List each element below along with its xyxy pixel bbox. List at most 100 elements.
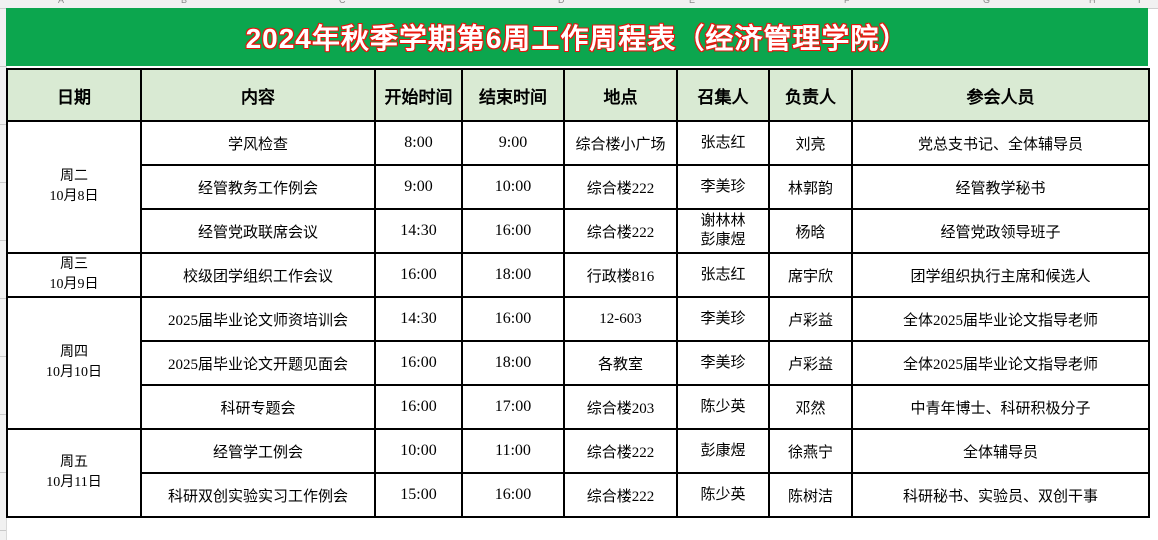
- convener-cell[interactable]: 张志红: [676, 120, 770, 166]
- table-row: 经管教务工作例会 9:00 10:00 综合楼222 李美珍 林郭韵 经管教学秘…: [7, 164, 1150, 210]
- participants-cell[interactable]: 全体辅导员: [851, 428, 1150, 474]
- table-row: 科研双创实验实习工作例会 15:00 16:00 综合楼222 陈少英 陈树洁 …: [7, 472, 1150, 518]
- convener-name: 李美珍: [700, 178, 746, 195]
- table-row: 周三 10月9日 校级团学组织工作会议 16:00 18:00 行政楼816 张…: [6, 252, 1150, 298]
- location-cell[interactable]: 综合楼222: [563, 472, 678, 518]
- header-date[interactable]: 日期: [6, 68, 142, 122]
- page-title: 2024年秋季学期第6周工作周程表（经济管理学院）: [245, 23, 909, 54]
- location-cell[interactable]: 各教室: [563, 340, 678, 386]
- convener-cell[interactable]: 彭康煜: [676, 428, 770, 474]
- column-letter-stub: D: [558, 0, 565, 5]
- lead-cell[interactable]: 卢彩益: [768, 296, 853, 342]
- start-time-cell[interactable]: 14:30: [374, 296, 463, 342]
- location-cell[interactable]: 行政楼816: [563, 252, 678, 298]
- convener-cell[interactable]: 李美珍: [676, 296, 770, 342]
- column-letter-stub: A: [58, 0, 65, 5]
- lead-cell[interactable]: 刘亮: [768, 120, 853, 166]
- end-time-cell[interactable]: 18:00: [461, 252, 565, 298]
- end-time-cell[interactable]: 10:00: [461, 164, 565, 210]
- participants-cell[interactable]: 经管教学秘书: [851, 164, 1150, 210]
- participants-cell[interactable]: 全体2025届毕业论文指导老师: [851, 340, 1150, 386]
- location-cell[interactable]: 综合楼203: [563, 384, 678, 430]
- convener-cell[interactable]: 李美珍: [676, 164, 770, 210]
- table-row: 周四 10月10日 2025届毕业论文师资培训会 14:30 16:00 12-…: [6, 296, 1150, 430]
- date-label: 10月10日: [46, 365, 102, 380]
- content-cell[interactable]: 经管党政联席会议: [140, 208, 376, 254]
- convener-cell[interactable]: 张志红: [676, 252, 770, 298]
- convener-cell[interactable]: 李美珍: [676, 340, 770, 386]
- location-cell[interactable]: 综合楼222: [563, 164, 678, 210]
- lead-cell[interactable]: 陈树洁: [768, 472, 853, 518]
- weekday-label: 周二: [60, 168, 88, 184]
- participants-cell[interactable]: 科研秘书、实验员、双创干事: [851, 472, 1150, 518]
- date-cell-wednesday[interactable]: 周三 10月9日: [6, 252, 142, 298]
- location-cell[interactable]: 12-603: [563, 296, 678, 342]
- location-cell[interactable]: 综合楼222: [563, 208, 678, 254]
- end-time-cell[interactable]: 18:00: [461, 340, 565, 386]
- participants-cell[interactable]: 全体2025届毕业论文指导老师: [851, 296, 1150, 342]
- header-start-time[interactable]: 开始时间: [374, 68, 463, 122]
- convener-cell[interactable]: 谢林林 彭康煜: [676, 208, 770, 254]
- lead-cell[interactable]: 卢彩益: [768, 340, 853, 386]
- participants-cell[interactable]: 团学组织执行主席和候选人: [851, 252, 1150, 298]
- convener-name: 张志红: [700, 134, 746, 151]
- start-time-cell[interactable]: 15:00: [374, 472, 463, 518]
- column-letter-stub: B: [181, 0, 188, 5]
- convener-cell[interactable]: 陈少英: [676, 472, 770, 518]
- table-row: 经管党政联席会议 14:30 16:00 综合楼222 谢林林 彭康煜 杨晗 经…: [7, 208, 1150, 254]
- table-row: 2025届毕业论文开题见面会 16:00 18:00 各教室 李美珍 卢彩益 全…: [7, 340, 1150, 386]
- end-time-cell[interactable]: 11:00: [461, 428, 565, 474]
- convener-name: 张志红: [700, 266, 746, 283]
- date-cell-friday[interactable]: 周五 10月11日: [6, 428, 142, 518]
- lead-cell[interactable]: 席宇欣: [768, 252, 853, 298]
- start-time-cell[interactable]: 10:00: [374, 428, 463, 474]
- end-time-cell[interactable]: 9:00: [461, 120, 565, 166]
- date-label: 10月8日: [49, 189, 99, 204]
- date-cell-thursday[interactable]: 周四 10月10日: [6, 296, 142, 430]
- location-cell[interactable]: 综合楼222: [563, 428, 678, 474]
- content-cell[interactable]: 经管学工例会: [140, 428, 376, 474]
- end-time-cell[interactable]: 17:00: [461, 384, 565, 430]
- start-time-cell[interactable]: 16:00: [374, 340, 463, 386]
- content-cell[interactable]: 科研双创实验实习工作例会: [140, 472, 376, 518]
- title-banner[interactable]: 2024年秋季学期第6周工作周程表（经济管理学院）: [6, 8, 1148, 66]
- content-cell[interactable]: 学风检查: [140, 120, 376, 166]
- table-row: 科研专题会 16:00 17:00 综合楼203 陈少英 邓然 中青年博士、科研…: [7, 384, 1150, 430]
- convener-cell[interactable]: 陈少英: [676, 384, 770, 430]
- start-time-cell[interactable]: 14:30: [374, 208, 463, 254]
- date-cell-tuesday[interactable]: 周二 10月8日: [6, 120, 142, 254]
- participants-cell[interactable]: 中青年博士、科研积极分子: [851, 384, 1150, 430]
- location-cell[interactable]: 综合楼小广场: [563, 120, 678, 166]
- lead-cell[interactable]: 徐燕宁: [768, 428, 853, 474]
- start-time-cell[interactable]: 16:00: [374, 384, 463, 430]
- header-end-time[interactable]: 结束时间: [461, 68, 565, 122]
- date-label: 10月11日: [46, 475, 102, 490]
- lead-cell[interactable]: 林郭韵: [768, 164, 853, 210]
- content-cell[interactable]: 校级团学组织工作会议: [140, 252, 376, 298]
- column-letter-stub: F: [844, 0, 850, 5]
- end-time-cell[interactable]: 16:00: [461, 208, 565, 254]
- header-convener[interactable]: 召集人: [676, 68, 770, 122]
- header-location[interactable]: 地点: [563, 68, 678, 122]
- schedule-table: 日期 内容 开始时间 结束时间 地点 召集人 负责人 参会人员 周二 10月8日…: [6, 68, 1150, 518]
- header-lead[interactable]: 负责人: [768, 68, 853, 122]
- date-label: 10月9日: [49, 277, 99, 292]
- convener-name: 谢林林: [700, 213, 746, 230]
- lead-cell[interactable]: 邓然: [768, 384, 853, 430]
- content-cell[interactable]: 科研专题会: [140, 384, 376, 430]
- header-participants[interactable]: 参会人员: [851, 68, 1150, 122]
- column-letter-stub: H: [1089, 0, 1096, 5]
- lead-cell[interactable]: 杨晗: [768, 208, 853, 254]
- end-time-cell[interactable]: 16:00: [461, 296, 565, 342]
- start-time-cell[interactable]: 9:00: [374, 164, 463, 210]
- participants-cell[interactable]: 经管党政领导班子: [851, 208, 1150, 254]
- start-time-cell[interactable]: 8:00: [374, 120, 463, 166]
- convener-name: 李美珍: [700, 310, 746, 327]
- content-cell[interactable]: 2025届毕业论文开题见面会: [140, 340, 376, 386]
- end-time-cell[interactable]: 16:00: [461, 472, 565, 518]
- participants-cell[interactable]: 党总支书记、全体辅导员: [851, 120, 1150, 166]
- start-time-cell[interactable]: 16:00: [374, 252, 463, 298]
- content-cell[interactable]: 2025届毕业论文师资培训会: [140, 296, 376, 342]
- content-cell[interactable]: 经管教务工作例会: [140, 164, 376, 210]
- header-content[interactable]: 内容: [140, 68, 376, 122]
